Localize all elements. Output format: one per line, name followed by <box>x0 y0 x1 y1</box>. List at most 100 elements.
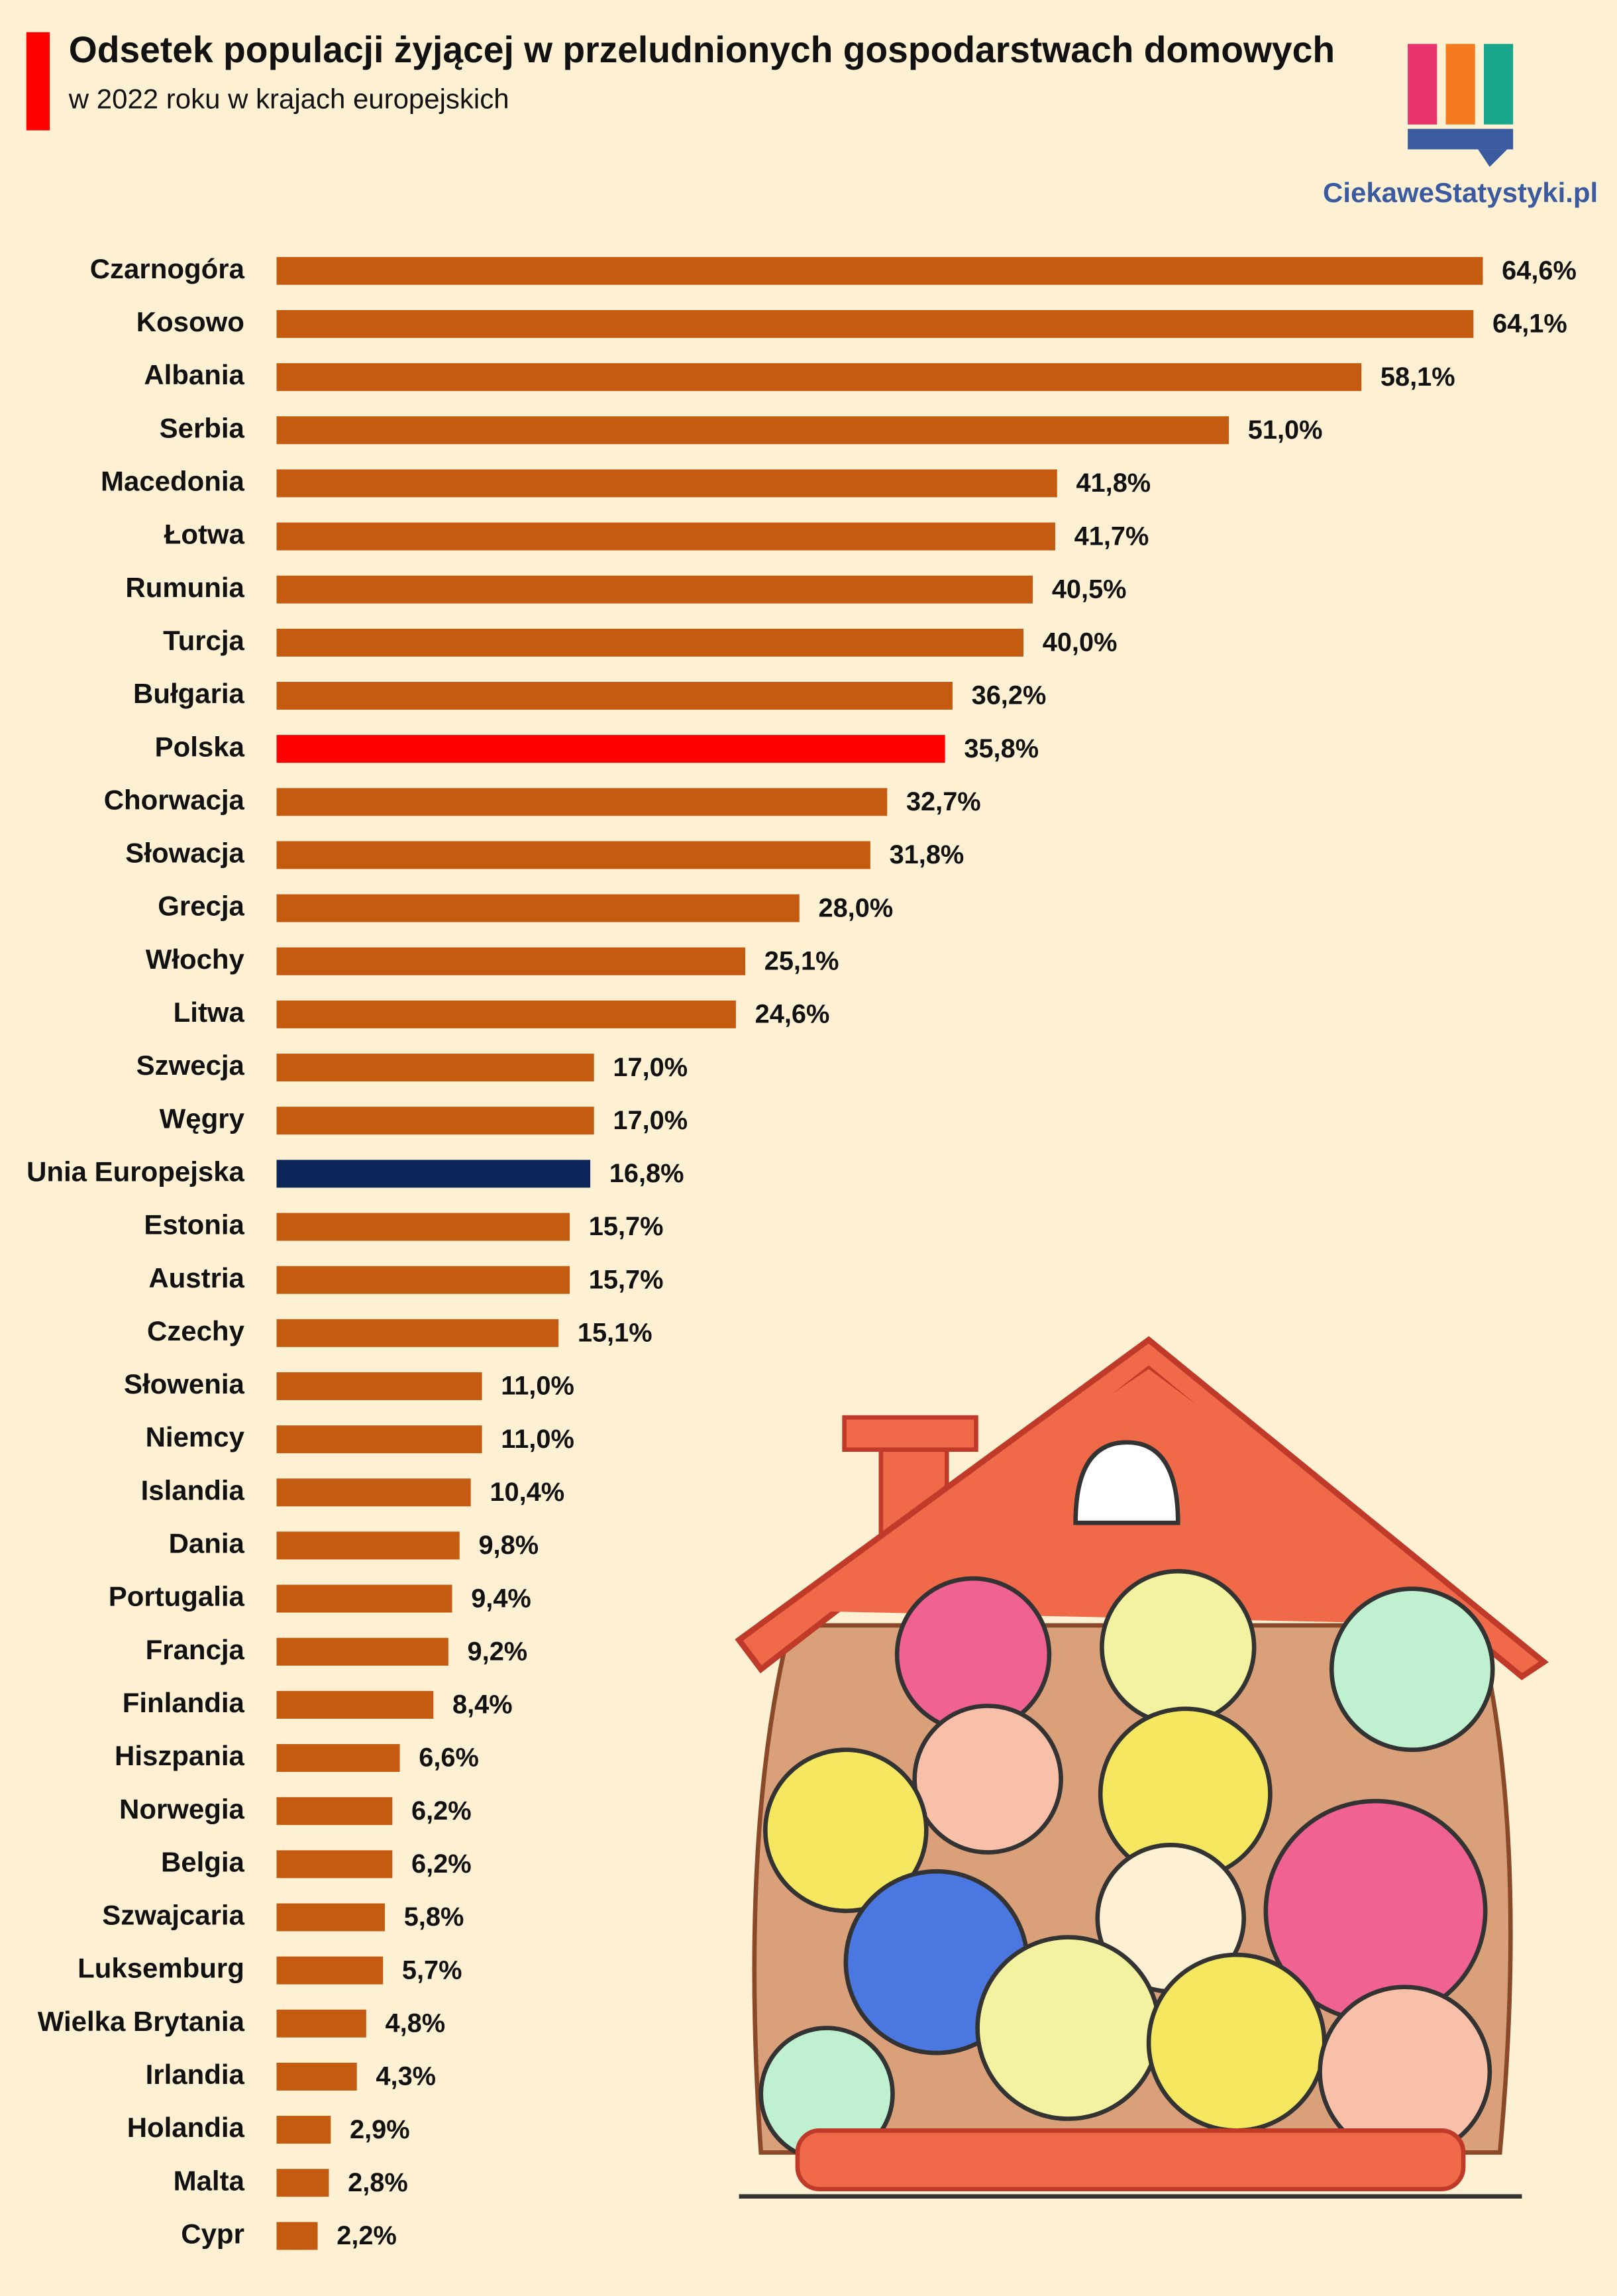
value-label: 28,0% <box>818 893 893 922</box>
bar <box>276 469 1057 498</box>
bar <box>276 1213 570 1241</box>
chart-subtitle: w 2022 roku w krajach europejskich <box>68 83 509 115</box>
bar <box>276 2116 331 2144</box>
bar <box>276 1690 434 1719</box>
value-label: 9,8% <box>478 1531 539 1560</box>
category-label: Rumunia <box>125 572 244 603</box>
bar <box>276 309 1474 338</box>
category-label: Cypr <box>181 2218 244 2249</box>
logo-text: CiekaweStatystyki.pl <box>1323 177 1598 208</box>
value-label: 41,7% <box>1074 521 1149 551</box>
bar <box>276 682 953 710</box>
category-label: Czechy <box>147 1315 245 1346</box>
category-label: Szwecja <box>136 1050 245 1081</box>
bar <box>276 522 1055 551</box>
value-label: 51,0% <box>1248 415 1323 445</box>
category-label: Malta <box>174 2165 245 2196</box>
bar <box>276 788 888 816</box>
category-label: Litwa <box>174 997 245 1028</box>
category-label: Węgry <box>160 1103 245 1134</box>
bar <box>276 1797 393 1826</box>
bar <box>276 1425 482 1454</box>
bar <box>276 735 945 763</box>
value-label: 24,6% <box>755 1000 830 1029</box>
value-label: 2,2% <box>337 2221 397 2250</box>
category-label: Bułgaria <box>133 678 245 709</box>
category-label: Łotwa <box>164 519 245 550</box>
value-label: 15,7% <box>589 1265 664 1294</box>
value-label: 2,9% <box>350 2115 410 2144</box>
bar <box>276 947 746 975</box>
bar <box>276 1319 559 1347</box>
value-label: 31,8% <box>890 840 965 869</box>
bar <box>276 1000 736 1028</box>
value-label: 9,2% <box>468 1637 528 1666</box>
value-label: 4,3% <box>376 2062 436 2091</box>
value-label: 17,0% <box>613 1106 688 1135</box>
category-label: Austria <box>148 1262 244 1293</box>
category-label: Słowenia <box>124 1368 245 1399</box>
house-illustration <box>735 1336 1549 2199</box>
category-label: Czarnogóra <box>90 253 245 284</box>
category-label: Polska <box>155 731 245 762</box>
category-label: Chorwacja <box>104 784 245 815</box>
bar <box>276 2222 318 2250</box>
bar <box>276 256 1483 285</box>
category-label: Włochy <box>146 944 245 975</box>
bar <box>276 1478 471 1507</box>
value-label: 6,2% <box>411 1849 472 1879</box>
value-label: 11,0% <box>501 1372 574 1401</box>
value-label: 58,1% <box>1381 362 1455 392</box>
value-label: 40,0% <box>1043 628 1118 657</box>
category-label: Macedonia <box>101 466 245 497</box>
value-label: 17,0% <box>613 1053 688 1082</box>
category-label: Holandia <box>127 2112 245 2143</box>
value-label: 35,8% <box>964 734 1039 763</box>
value-label: 64,6% <box>1502 256 1577 286</box>
value-label: 8,4% <box>452 1690 513 1720</box>
category-label: Finlandia <box>123 1687 245 1718</box>
bar <box>276 1637 448 1666</box>
category-label: Szwajcaria <box>102 1900 244 1931</box>
value-label: 15,1% <box>578 1319 652 1348</box>
bar <box>276 2169 329 2197</box>
value-label: 32,7% <box>906 787 981 816</box>
category-label: Kosowo <box>136 306 244 337</box>
category-label: Albania <box>144 359 244 390</box>
logo-icon <box>1408 44 1514 167</box>
bar <box>276 894 800 922</box>
title-accent <box>26 32 50 131</box>
value-label: 25,1% <box>764 946 839 975</box>
bar <box>276 1744 400 1773</box>
category-label: Grecja <box>158 891 244 922</box>
bar <box>276 1850 393 1879</box>
value-label: 4,8% <box>386 2008 446 2038</box>
category-label: Francja <box>146 1634 245 1665</box>
value-label: 40,5% <box>1052 574 1127 604</box>
category-label: Estonia <box>144 1209 244 1240</box>
category-label: Belgia <box>161 1846 245 1877</box>
bar <box>276 2062 357 2091</box>
bar <box>276 1160 591 1188</box>
value-label: 64,1% <box>1492 309 1567 339</box>
category-label: Serbia <box>160 412 245 443</box>
value-label: 6,6% <box>419 1743 479 1773</box>
category-label: Luksemburg <box>78 1953 244 1984</box>
bar <box>276 1372 482 1400</box>
value-label: 10,4% <box>490 1478 564 1507</box>
bar <box>276 1584 452 1613</box>
category-label: Hiszpania <box>115 1740 245 1771</box>
value-label: 11,0% <box>501 1425 574 1454</box>
category-label: Islandia <box>141 1474 245 1505</box>
value-label: 16,8% <box>609 1159 684 1188</box>
category-label: Wielka Brytania <box>38 2006 245 2037</box>
bar <box>276 1903 385 1932</box>
bar <box>276 575 1033 604</box>
category-label: Irlandia <box>146 2059 245 2090</box>
bar <box>276 628 1024 657</box>
bar <box>276 1266 570 1294</box>
bar <box>276 363 1362 392</box>
value-label: 15,7% <box>589 1212 664 1241</box>
